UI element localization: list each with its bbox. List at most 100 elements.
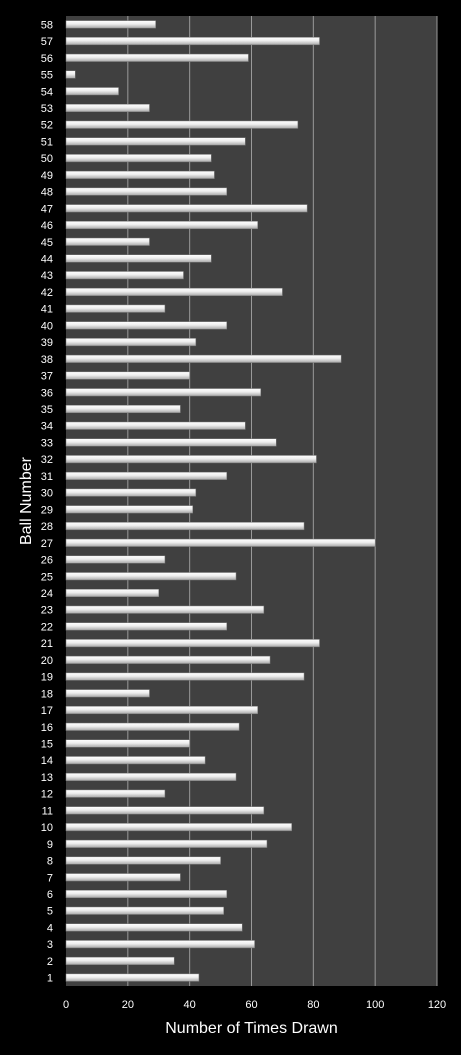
y-tick-label: 38 — [41, 354, 53, 366]
bar-ball-37 — [65, 371, 190, 380]
bar-ball-55 — [65, 70, 76, 79]
y-tick-label: 41 — [41, 304, 53, 316]
bar-ball-18 — [65, 689, 150, 698]
y-tick-label: 29 — [41, 504, 53, 516]
y-tick-label: 43 — [41, 270, 53, 282]
y-axis-title: Ball Number — [18, 456, 35, 545]
bar-ball-17 — [65, 706, 258, 715]
y-tick-label: 45 — [41, 237, 53, 249]
y-tick-label: 10 — [41, 822, 53, 834]
x-tick-label: 20 — [122, 999, 134, 1011]
bar-ball-36 — [65, 388, 262, 397]
y-tick-label: 8 — [47, 856, 53, 868]
bar-ball-40 — [65, 321, 228, 330]
y-tick-label: 21 — [41, 638, 53, 650]
y-tick-label: 13 — [41, 772, 53, 784]
bar-ball-15 — [65, 739, 190, 748]
bar-ball-58 — [65, 20, 156, 29]
bar-ball-4 — [65, 923, 243, 932]
bar-ball-32 — [65, 455, 317, 464]
bar-ball-12 — [65, 789, 166, 798]
y-tick-label: 30 — [41, 488, 53, 500]
bar-ball-13 — [65, 772, 237, 781]
y-tick-label: 9 — [47, 839, 53, 851]
y-tick-label: 6 — [47, 889, 53, 901]
y-tick-label: 34 — [41, 421, 53, 433]
x-tick-label: 80 — [307, 999, 319, 1011]
bar-ball-1 — [65, 973, 200, 982]
bar-ball-53 — [65, 103, 150, 112]
y-tick-label: 5 — [47, 906, 53, 918]
bar-ball-42 — [65, 287, 283, 296]
y-tick-label: 37 — [41, 371, 53, 383]
y-tick-label: 23 — [41, 605, 53, 617]
bar-ball-3 — [65, 940, 255, 949]
y-tick-label: 12 — [41, 789, 53, 801]
y-tick-label: 52 — [41, 120, 53, 132]
bar-ball-38 — [65, 354, 342, 363]
bar-ball-29 — [65, 505, 194, 514]
y-tick-label: 53 — [41, 103, 53, 115]
y-tick-label: 24 — [41, 588, 53, 600]
y-tick-label: 20 — [41, 655, 53, 667]
bar-ball-11 — [65, 806, 265, 815]
y-tick-label: 19 — [41, 672, 53, 684]
y-tick-label: 47 — [41, 203, 53, 215]
bar-ball-45 — [65, 237, 150, 246]
y-tick-label: 51 — [41, 136, 53, 148]
y-tick-label: 40 — [41, 320, 53, 332]
bar-ball-14 — [65, 756, 206, 765]
y-tick-label: 48 — [41, 187, 53, 199]
y-tick-label: 2 — [47, 956, 53, 968]
y-tick-label: 14 — [41, 755, 53, 767]
bar-ball-51 — [65, 137, 246, 146]
bar-ball-57 — [65, 37, 320, 46]
bar-ball-47 — [65, 204, 308, 213]
bar-ball-16 — [65, 722, 240, 731]
x-axis-title: Number of Times Drawn — [165, 1020, 338, 1037]
bar-ball-24 — [65, 588, 159, 597]
bar-ball-41 — [65, 304, 166, 313]
y-tick-label: 11 — [42, 805, 53, 817]
y-tick-label: 16 — [41, 722, 53, 734]
x-axis-tick-labels: 0 20 40 60 80 100 120 — [63, 999, 446, 1011]
y-axis-tick-labels: 1234567891011121314151617181920212223242… — [41, 19, 53, 984]
y-tick-label: 15 — [41, 739, 53, 751]
y-tick-label: 1 — [47, 973, 53, 985]
bar-ball-35 — [65, 405, 181, 414]
bar-ball-21 — [65, 639, 320, 648]
x-tick-label: 40 — [184, 999, 196, 1011]
y-tick-label: 22 — [41, 621, 53, 633]
bar-ball-43 — [65, 271, 184, 280]
bar-ball-23 — [65, 605, 265, 614]
y-tick-label: 42 — [41, 287, 53, 299]
y-tick-label: 55 — [41, 70, 53, 82]
y-tick-label: 26 — [41, 555, 53, 567]
y-tick-label: 4 — [47, 922, 53, 934]
bar-ball-52 — [65, 120, 299, 129]
bar-ball-5 — [65, 906, 224, 915]
bar-ball-46 — [65, 221, 258, 230]
y-tick-label: 25 — [41, 571, 53, 583]
y-tick-label: 36 — [41, 387, 53, 399]
bar-ball-9 — [65, 839, 268, 848]
bar-ball-31 — [65, 471, 228, 480]
y-tick-label: 57 — [41, 36, 53, 48]
y-tick-label: 27 — [41, 538, 53, 550]
bar-ball-44 — [65, 254, 212, 263]
y-tick-label: 39 — [41, 337, 53, 349]
bar-ball-30 — [65, 488, 197, 497]
y-tick-label: 7 — [47, 872, 53, 884]
bar-ball-28 — [65, 522, 305, 531]
y-tick-label: 50 — [41, 153, 53, 165]
bar-ball-49 — [65, 170, 215, 179]
bar-ball-34 — [65, 421, 246, 430]
y-tick-label: 17 — [41, 705, 53, 717]
bar-ball-54 — [65, 87, 119, 96]
y-tick-label: 28 — [41, 521, 53, 533]
y-tick-label: 35 — [41, 404, 53, 416]
bar-ball-26 — [65, 555, 166, 564]
y-tick-label: 18 — [41, 688, 53, 700]
